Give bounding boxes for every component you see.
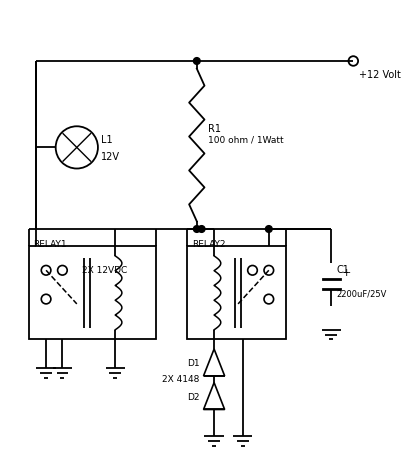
Bar xyxy=(29,247,155,340)
Text: 2X 12VDC: 2X 12VDC xyxy=(81,266,126,275)
Text: 12V: 12V xyxy=(100,152,119,162)
Text: 2200uF/25V: 2200uF/25V xyxy=(335,289,386,298)
Circle shape xyxy=(198,226,205,233)
Text: L1: L1 xyxy=(100,134,112,144)
Circle shape xyxy=(193,226,200,233)
Text: RELAY1: RELAY1 xyxy=(34,239,67,248)
Circle shape xyxy=(193,58,200,65)
Text: D2: D2 xyxy=(187,392,199,401)
Circle shape xyxy=(265,226,271,233)
Text: +: + xyxy=(341,268,350,277)
Text: R1: R1 xyxy=(208,124,221,134)
Text: 2X 4148: 2X 4148 xyxy=(162,375,199,383)
Bar xyxy=(187,247,286,340)
Text: RELAY2: RELAY2 xyxy=(192,239,225,248)
Text: +12 Volt: +12 Volt xyxy=(358,69,400,79)
Text: D1: D1 xyxy=(187,358,199,367)
Text: 100 ohm / 1Watt: 100 ohm / 1Watt xyxy=(208,135,283,145)
Text: C1: C1 xyxy=(335,264,348,274)
